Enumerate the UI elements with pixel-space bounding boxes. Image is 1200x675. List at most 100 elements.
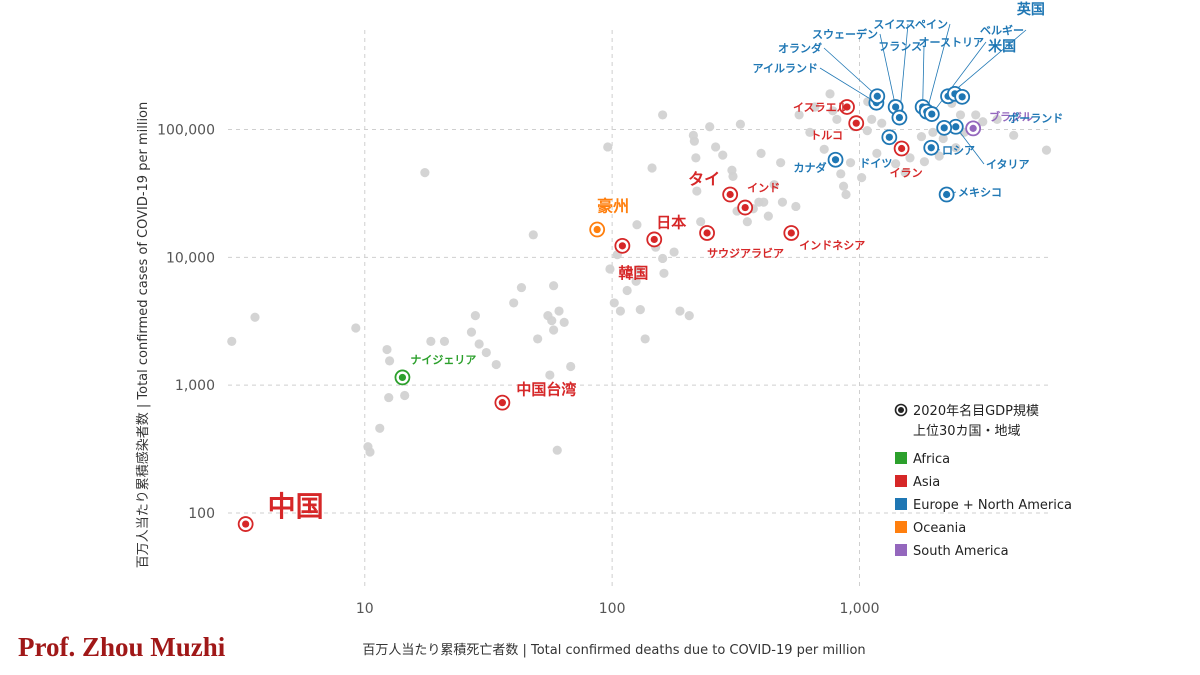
- legend-ring-dot: [898, 407, 904, 413]
- label-leader-lines: [819, 23, 1027, 195]
- other-countries-points: [227, 89, 1052, 457]
- leader-line: [931, 41, 987, 115]
- other-country-point: [841, 189, 851, 200]
- legend-swatch: [895, 498, 907, 510]
- other-country-point: [742, 217, 752, 227]
- other-country-point: [971, 110, 981, 120]
- highlight-point: [928, 110, 936, 118]
- other-country-point: [728, 171, 738, 181]
- other-country-point: [832, 114, 842, 124]
- highlight-point: [398, 373, 407, 382]
- y-tick-label: 100: [188, 506, 215, 522]
- other-country-point: [916, 131, 927, 142]
- x-tick-label: 100: [599, 601, 626, 617]
- other-country-point: [735, 119, 745, 129]
- legend-entry-label: South America: [913, 544, 1009, 559]
- other-country-point: [955, 110, 966, 120]
- other-country-point: [696, 217, 706, 227]
- other-country-point: [384, 392, 394, 403]
- other-country-point: [825, 89, 835, 99]
- country-label: タイ: [688, 170, 720, 189]
- other-country-point: [776, 158, 786, 168]
- other-country-point: [978, 117, 988, 127]
- other-country-point: [794, 110, 804, 120]
- axis-ticks: 10 100 1,000 100 1,000 10,000 100,000: [157, 122, 879, 617]
- other-country-point: [622, 285, 632, 296]
- y-tick-label: 100,000: [157, 122, 215, 138]
- other-country-point: [838, 181, 849, 191]
- grid-lines: [228, 30, 1052, 590]
- country-label: インドネシア: [799, 239, 865, 252]
- other-country-point: [632, 220, 642, 230]
- country-label: メキシコ: [958, 186, 1002, 199]
- legend-entry-label: Africa: [913, 452, 950, 467]
- other-country-point: [516, 282, 527, 293]
- other-country-point: [545, 370, 555, 380]
- other-country-point: [481, 347, 491, 358]
- other-country-point: [675, 306, 685, 316]
- other-country-point: [609, 298, 619, 308]
- country-label: トルコ: [810, 129, 843, 142]
- legend-entries: Africa Asia Europe + North America Oceania S…: [895, 452, 1072, 559]
- country-label: ナイジェリア: [410, 353, 476, 366]
- other-country-point: [857, 173, 867, 183]
- other-country-point: [951, 143, 961, 153]
- other-country-point: [862, 126, 872, 136]
- highlight-point: [895, 113, 904, 122]
- other-country-point: [684, 311, 694, 321]
- highlight-point: [741, 203, 749, 212]
- highlight-point: [498, 399, 506, 407]
- other-country-point: [1041, 145, 1052, 155]
- highlight-point: [958, 93, 966, 101]
- other-country-point: [491, 359, 501, 370]
- legend-entry-label: Oceania: [913, 521, 966, 536]
- other-country-point: [351, 323, 361, 333]
- leader-line: [879, 33, 897, 108]
- highlight-point: [892, 103, 900, 111]
- country-label: スペイン: [905, 18, 948, 31]
- leader-line: [823, 47, 878, 97]
- country-label: サウジアラビア: [707, 246, 784, 260]
- highlight-point: [898, 144, 906, 153]
- other-country-point: [400, 390, 410, 401]
- country-label: スウェーデン: [812, 27, 878, 41]
- country-label: アイルランド: [753, 62, 818, 75]
- country-label: 米国: [988, 38, 1016, 55]
- other-country-point: [688, 130, 698, 140]
- other-country-point: [905, 153, 915, 163]
- other-country-point: [603, 142, 613, 152]
- other-country-point: [375, 423, 385, 433]
- country-label: カナダ: [794, 161, 827, 175]
- legend-swatch: [895, 475, 907, 487]
- other-country-point: [631, 276, 641, 286]
- country-label: ベルギー: [980, 23, 1024, 37]
- other-country-point: [466, 327, 477, 337]
- highlight-point: [885, 133, 893, 141]
- highlight-point: [618, 242, 626, 250]
- highlight-point: [940, 124, 948, 132]
- other-country-point: [382, 344, 392, 355]
- highlight-point: [726, 190, 734, 199]
- country-label: 中国: [268, 490, 324, 523]
- country-label: インド: [747, 182, 780, 195]
- highlight-point: [593, 225, 601, 234]
- other-country-point: [805, 127, 815, 137]
- highlight-point: [852, 119, 860, 127]
- other-country-point: [705, 122, 715, 132]
- other-country-point: [439, 336, 450, 347]
- other-country-point: [759, 197, 769, 207]
- legend-entry-label: Europe + North America: [913, 498, 1072, 513]
- other-country-point: [1009, 130, 1019, 140]
- y-axis-title: 百万人当たり累積感染者数 | Total confirmed cases of …: [135, 102, 151, 569]
- other-country-point: [552, 445, 562, 455]
- other-country-point: [470, 311, 480, 321]
- other-country-point: [791, 201, 801, 212]
- other-country-point: [635, 305, 645, 315]
- other-country-point: [934, 151, 944, 161]
- other-country-point: [711, 142, 721, 152]
- other-country-point: [605, 264, 615, 274]
- other-country-point: [384, 356, 395, 366]
- highlight-point: [969, 124, 977, 132]
- highlight-point: [831, 156, 840, 164]
- country-label: イラン: [890, 167, 923, 180]
